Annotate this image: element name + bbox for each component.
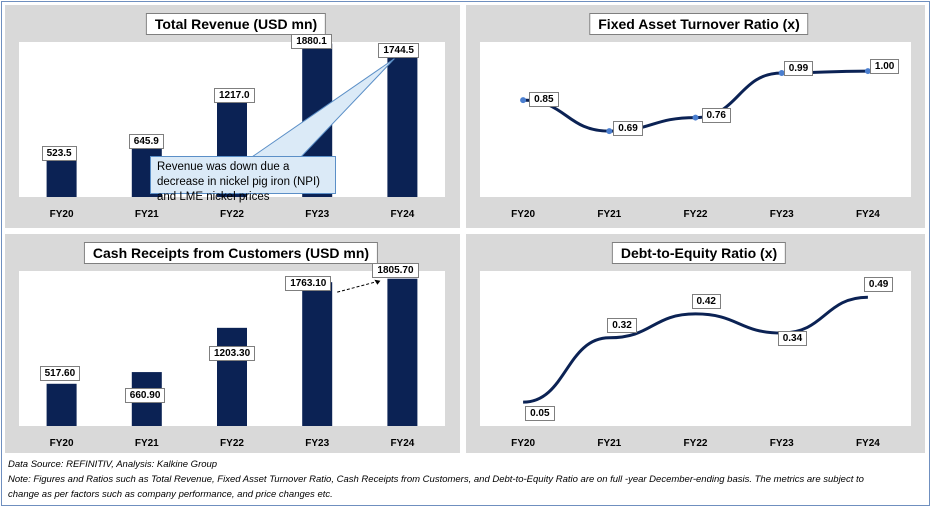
series-line (523, 69, 868, 133)
chart-panel-debt-to-equity: Debt-to-Equity Ratio (x) FY20 FY21 FY22 FY2… (466, 234, 925, 453)
data-label: 1744.5 (378, 42, 419, 58)
x-tick-label: FY23 (305, 438, 330, 449)
bar-fy23 (302, 282, 333, 426)
data-label: 645.9 (128, 134, 164, 150)
x-tick-label: FY20 (49, 438, 74, 449)
data-label: 0.49 (863, 277, 894, 293)
annotation-text: Revenue was down due a decrease in nicke… (157, 161, 320, 203)
data-label: 660.90 (124, 388, 166, 404)
x-tick-label: FY24 (390, 438, 415, 449)
data-label: 0.05 (525, 406, 555, 422)
chart-title: Debt-to-Equity Ratio (x) (611, 242, 787, 264)
x-tick-label: FY22 (220, 438, 244, 449)
chart-title: Cash Receipts from Customers (USD mn) (83, 242, 379, 264)
x-tick-label: FY24 (855, 438, 880, 449)
x-tick-label: FY21 (597, 209, 622, 220)
data-label: 1763.10 (285, 276, 332, 292)
data-label: 1880.1 (291, 33, 332, 49)
plot-area (480, 42, 911, 197)
chart-title: Total Revenue (USD mn) (145, 13, 327, 35)
x-tick-label: FY20 (49, 209, 74, 220)
x-tick-label: FY24 (390, 209, 415, 220)
x-tick-label: FY21 (134, 438, 159, 449)
data-label: 1203.30 (209, 345, 256, 361)
fixed-asset-turnover-chart-svg (520, 68, 871, 135)
series-line (523, 295, 868, 404)
x-tick-label: FY24 (855, 209, 880, 220)
x-tick-label: FY22 (683, 209, 708, 220)
data-label: 0.85 (529, 92, 559, 108)
bar-fy22 (217, 327, 247, 426)
x-tick-label: FY21 (597, 438, 622, 449)
trend-arrow-line (337, 280, 381, 293)
x-tick-label: FY22 (683, 438, 708, 449)
bar-fy20 (46, 383, 77, 426)
data-label: 0.99 (783, 61, 814, 76)
bar-fy20 (46, 154, 77, 197)
footer-note-line2: change as per factors such as company pe… (8, 489, 333, 500)
data-label: 523.5 (41, 146, 77, 162)
trend-arrow-head (374, 279, 381, 285)
debt-to-equity-chart-svg (523, 295, 868, 404)
bar-fy24 (387, 54, 418, 198)
chart-title: Fixed Asset Turnover Ratio (x) (589, 13, 809, 35)
x-tick-label: FY23 (769, 209, 794, 220)
data-point (606, 128, 613, 135)
data-label: 1217.0 (214, 87, 255, 103)
annotation-callout: Revenue was down due a decrease in nicke… (150, 156, 336, 203)
data-label: 0.42 (691, 293, 721, 309)
data-point (692, 114, 699, 121)
x-tick-label: FY22 (220, 209, 244, 220)
x-tick-label: FY23 (769, 438, 794, 449)
data-label: 1.00 (869, 59, 900, 75)
data-label: 0.69 (613, 121, 643, 137)
data-label: 517.60 (39, 365, 81, 381)
footer-note-line1: Note: Figures and Ratios such as Total R… (8, 474, 864, 485)
data-point (778, 70, 785, 76)
chart-panel-total-revenue: Total Revenue (USD mn) FY20 FY21 FY22 FY23 F… (5, 5, 460, 228)
chart-panel-fixed-asset-turnover: Fixed Asset Turnover Ratio (x) FY20 FY21 F… (466, 5, 925, 228)
data-label: 1805.70 (372, 262, 419, 278)
x-tick-label: FY23 (305, 209, 330, 220)
x-tick-label: FY20 (511, 438, 536, 449)
x-tick-label: FY20 (511, 209, 536, 220)
data-label: 0.32 (607, 317, 637, 333)
data-point (520, 97, 527, 104)
data-label: 0.34 (777, 331, 808, 346)
chart-panel-cash-receipts: Cash Receipts from Customers (USD mn) FY… (5, 234, 460, 453)
footer-source: Data Source: REFINITIV, Analysis: Kalkin… (8, 459, 218, 470)
bar-fy24 (387, 278, 418, 426)
x-tick-label: FY21 (134, 209, 159, 220)
data-point (864, 68, 871, 75)
data-label: 0.76 (701, 107, 731, 123)
